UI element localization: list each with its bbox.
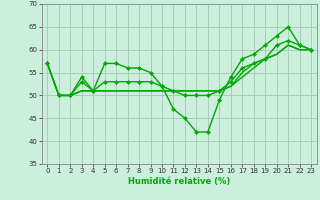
X-axis label: Humidité relative (%): Humidité relative (%) xyxy=(128,177,230,186)
